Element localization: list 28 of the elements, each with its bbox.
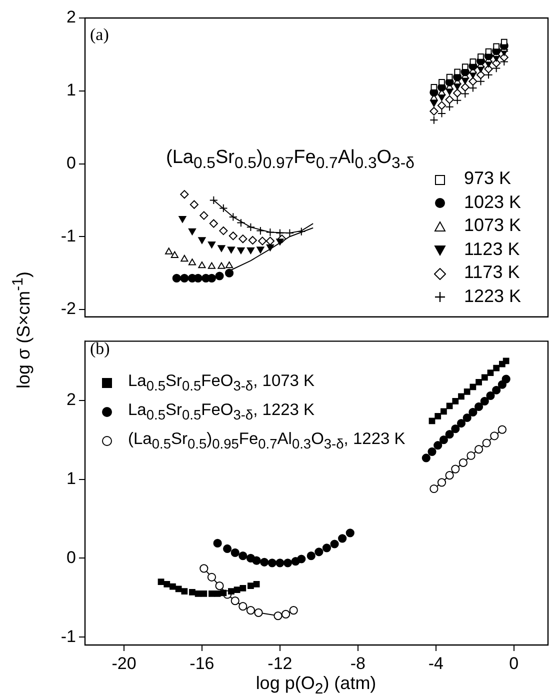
x-tick-label: -8 xyxy=(350,654,366,673)
legend-label: 1223 K xyxy=(464,286,522,307)
y-tick-label: -1 xyxy=(60,226,76,246)
legend-label: La$_{0.5}$Sr$_{0.5}$FeO$_{3-δ}$, 1223 K xyxy=(128,400,315,422)
x-tick-label: 0 xyxy=(509,654,519,673)
text: (La$_{0.5}$Sr$_{0.5}$)$_{0.97}$Fe$_{0.7}$Al$_{0.3}$O$_{3-δ}$ xyxy=(166,147,414,172)
legend-label: 1023 K xyxy=(464,192,522,213)
x-axis-title: log p(O$_{2}$) (atm) xyxy=(256,673,376,698)
y-tick-label: 1 xyxy=(66,80,76,100)
x-tick-label: -4 xyxy=(428,654,444,673)
y-tick-label: 2 xyxy=(66,8,76,27)
y-tick-label: 0 xyxy=(66,153,76,172)
legend-label: 1123 K xyxy=(464,238,520,260)
y-tick-label: -2 xyxy=(60,299,76,318)
y-tick-label: 0 xyxy=(66,548,76,567)
annotation: (a) xyxy=(90,25,109,44)
legend-label: La$_{0.5}$Sr$_{0.5}$FeO$_{3-δ}$, 1073 K xyxy=(128,372,315,394)
x-tick-label: -20 xyxy=(112,654,136,673)
y-tick-label: 1 xyxy=(66,468,76,488)
legend-label: 1173 K xyxy=(464,262,520,284)
x-tick-label: -12 xyxy=(268,654,292,673)
text: (La$_{0.5}$Sr$_{0.5}$)$_{0.95}$Fe$_{0.7}$Al$_{0.3}$O$_{3-δ}$, 1223 K xyxy=(128,430,406,452)
y-tick-label: -1 xyxy=(60,626,76,646)
legend-label: 973 K xyxy=(464,168,512,190)
annotation: (b) xyxy=(90,339,110,358)
legend-label: 1073 K xyxy=(464,215,522,236)
y-tick-label: 2 xyxy=(66,390,76,410)
x-tick-label: -16 xyxy=(190,654,214,673)
